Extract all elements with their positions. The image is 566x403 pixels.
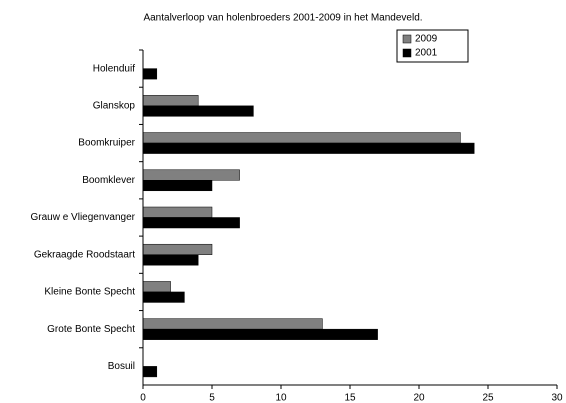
x-tick-label: 15: [344, 393, 356, 403]
bar: [142, 366, 158, 378]
y-tick-label: Kleine Bonte Specht: [44, 287, 135, 298]
legend-label: 2009: [415, 34, 438, 45]
bar: [142, 142, 475, 154]
bar: [142, 68, 158, 80]
y-tick-label: Holenduif: [93, 63, 135, 74]
bar: [142, 291, 185, 303]
bar: [142, 180, 213, 192]
bar: [142, 206, 213, 218]
y-tick-label: Boomkruiper: [78, 138, 135, 149]
bar: [142, 243, 213, 255]
bar: [142, 169, 240, 181]
legend-swatch: [402, 48, 412, 58]
x-tick-label: 25: [482, 393, 494, 403]
y-tick-label: Glanskop: [93, 100, 136, 111]
y-tick-label: Gekraagde Roodstaart: [34, 249, 135, 260]
x-tick-label: 20: [413, 393, 425, 403]
x-tick-label: 10: [275, 393, 287, 403]
y-tick-label: Boomklever: [82, 175, 135, 186]
y-tick-label: Bosuil: [108, 361, 135, 372]
bar: [142, 318, 323, 330]
bar: [142, 132, 461, 144]
y-tick-label: Grauw e Vliegenvanger: [30, 212, 135, 223]
legend-swatch: [402, 34, 412, 44]
bar: [142, 105, 254, 117]
bar: [142, 217, 240, 229]
bar: [142, 254, 199, 266]
bar: [142, 281, 171, 293]
bar: [142, 95, 199, 107]
x-tick-label: 0: [140, 393, 146, 403]
bar: [142, 328, 378, 340]
y-tick-label: Grote Bonte Specht: [47, 324, 135, 335]
chart-title: Aantalverloop van holenbroeders 2001-200…: [143, 13, 422, 24]
x-tick-label: 30: [551, 393, 563, 403]
legend-label: 2001: [415, 48, 438, 59]
x-tick-label: 5: [209, 393, 215, 403]
